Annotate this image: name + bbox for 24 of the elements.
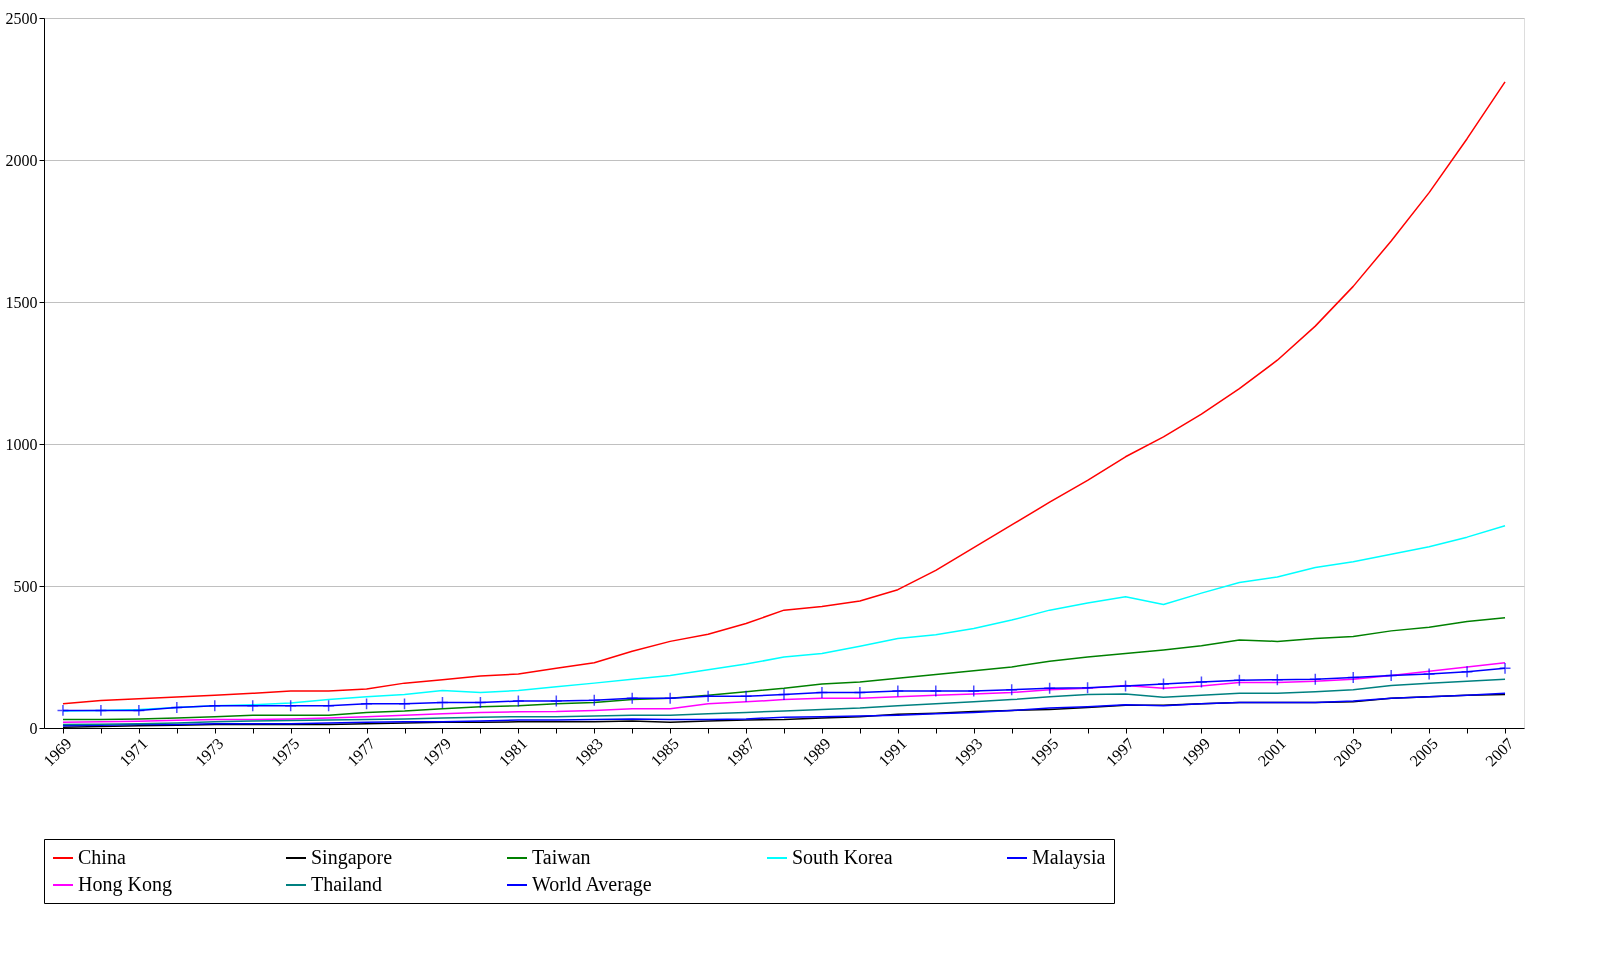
legend-label: Hong Kong <box>78 873 172 896</box>
y-tick-label: 0 <box>29 719 38 737</box>
x-tick-label: 1993 <box>950 734 986 770</box>
x-tick-label: 1969 <box>40 734 75 770</box>
legend-label: Singapore <box>311 846 393 869</box>
x-tick-label: 1981 <box>495 734 531 770</box>
y-tick-label: 1500 <box>5 293 38 311</box>
x-tick-label: 1971 <box>116 734 151 770</box>
x-tick-label: 1973 <box>191 734 227 770</box>
x-tick-label: 1999 <box>1178 734 1214 770</box>
y-tick-label: 500 <box>13 577 38 595</box>
legend-label: China <box>78 846 126 868</box>
legend-label: Thailand <box>311 873 383 895</box>
y-tick-label: 2000 <box>5 151 38 169</box>
y-tick-label: 1000 <box>5 435 38 453</box>
legend-label: World Average <box>532 873 652 896</box>
x-tick-label: 1983 <box>571 734 607 770</box>
x-tick-label: 1989 <box>799 734 834 770</box>
x-tick-label: 1979 <box>419 734 455 770</box>
legend-label: Malaysia <box>1032 846 1106 869</box>
legend-label: South Korea <box>792 846 893 868</box>
legend-label: Taiwan <box>532 846 591 868</box>
x-tick-label: 1991 <box>875 734 910 770</box>
y-tick-label: 2500 <box>5 9 38 27</box>
